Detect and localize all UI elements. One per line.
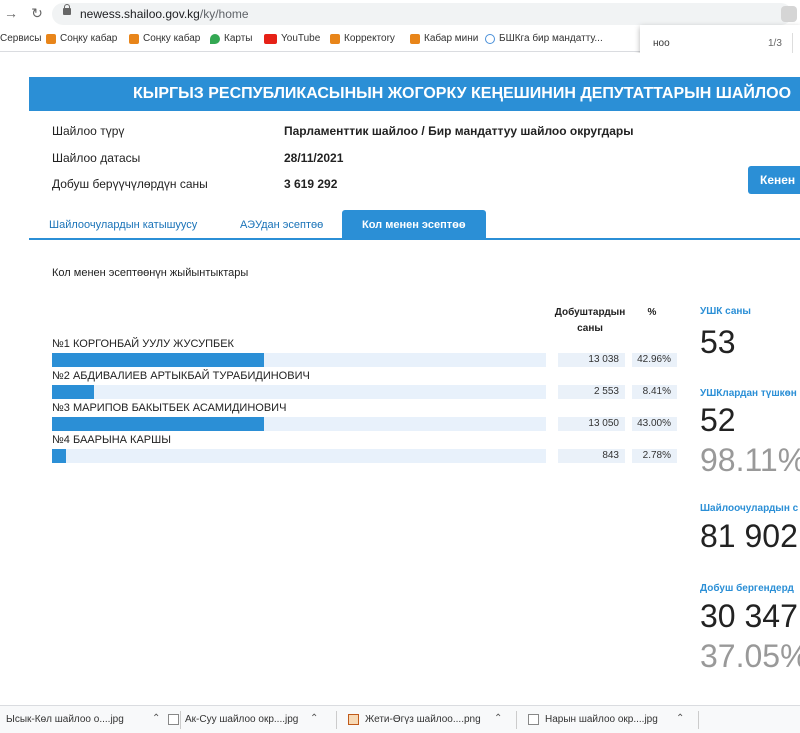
forward-icon[interactable]: → xyxy=(4,5,18,21)
bookmark-news-1[interactable]: Соңку кабар xyxy=(46,33,117,44)
find-divider xyxy=(792,33,793,55)
png-file-icon xyxy=(348,714,359,725)
bookmark-favicon xyxy=(129,33,139,44)
chevron-up-icon[interactable]: ⌃ xyxy=(494,713,503,724)
voters-value: 81 902 xyxy=(700,518,798,554)
ushk-count-label: УШК саны xyxy=(700,306,751,317)
vote-bar-track xyxy=(52,385,546,399)
bookmark-news-2[interactable]: Соңку кабар xyxy=(129,33,200,44)
page-banner: КЫРГЫЗ РЕСПУБЛИКАСЫНЫН ЖОГОРКУ КЕҢЕШИНИН… xyxy=(29,77,800,111)
bookmark-favicon xyxy=(410,33,420,44)
candidate-pct: 2.78% xyxy=(632,449,677,463)
bookmark-services[interactable]: Сервисы xyxy=(0,33,42,44)
candidate-name: №4 БААРЫНА КАРШЫ xyxy=(52,434,171,446)
download-divider xyxy=(698,711,699,729)
voted-label: Добуш бергендерд xyxy=(700,583,794,594)
download-item[interactable]: Жети-Өгүз шайлоо....png ⌃ xyxy=(348,713,502,725)
bookmark-news-mini[interactable]: Кабар мини xyxy=(410,33,478,44)
url-text[interactable]: newess.shailoo.gov.kg/ky/home xyxy=(80,7,249,21)
tabs-bar: Шайлоочулардын катышуусу АЭУдан эсептөө … xyxy=(29,210,800,240)
vote-bar-track xyxy=(52,353,546,367)
page-content: КЫРГЫЗ РЕСПУБЛИКАСЫНЫН ЖОГОРКУ КЕҢЕШИНИН… xyxy=(0,53,800,705)
url-field[interactable] xyxy=(52,3,792,25)
vote-bar-track xyxy=(52,417,546,431)
ushk-received-label: УШКлардан түшкөн xyxy=(700,388,797,399)
info-value-voters: 3 619 292 xyxy=(284,177,338,191)
chevron-up-icon[interactable]: ⌃ xyxy=(676,713,685,724)
voted-value: 30 347 xyxy=(700,598,798,634)
candidate-pct: 42.96% xyxy=(632,353,677,367)
tab-turnout[interactable]: Шайлоочулардын катышуусу xyxy=(49,219,198,231)
candidate-votes: 13 050 xyxy=(558,417,625,431)
info-value-type: Парламенттик шайлоо / Бир мандаттуу шайл… xyxy=(284,124,634,138)
maps-icon xyxy=(210,33,220,44)
tab-machine-count[interactable]: АЭУдан эсептөө xyxy=(240,219,324,231)
voted-pct: 37.05% xyxy=(700,638,800,674)
candidate-name: №3 МАРИПОВ БАКЫТБЕК АСАМИДИНОВИЧ xyxy=(52,402,287,414)
image-file-icon xyxy=(528,714,539,725)
download-divider xyxy=(336,711,337,729)
info-label-voters: Добуш берүүчүлөрдүн саны xyxy=(52,177,208,191)
ushk-received-value: 52 xyxy=(700,402,736,438)
bookmark-favicon xyxy=(330,33,340,44)
candidate-name: №2 АБДИВАЛИЕВ АРТЫКБАЙ ТУРАБИДИНОВИЧ xyxy=(52,370,310,382)
download-divider xyxy=(180,711,181,729)
info-label-type: Шайлоо түрү xyxy=(52,124,125,138)
extension-icon[interactable] xyxy=(781,6,797,22)
vote-bar-fill xyxy=(52,449,66,463)
image-file-icon xyxy=(168,714,179,725)
download-item[interactable]: Ак-Суу шайлоо окр....jpg ⌃ xyxy=(168,713,318,725)
vote-bar-track xyxy=(52,449,546,463)
reload-icon[interactable]: ↻ xyxy=(31,5,43,21)
voters-label: Шайлоочулардын с xyxy=(700,503,799,514)
candidate-pct: 8.41% xyxy=(632,385,677,399)
download-item[interactable]: Нарын шайлоо окр....jpg ⌃ xyxy=(528,713,684,725)
tab-manual-count[interactable]: Кол менен эсептөө xyxy=(342,210,486,240)
lock-icon[interactable] xyxy=(63,4,71,15)
youtube-icon xyxy=(264,33,277,44)
bookmark-youtube[interactable]: YouTube xyxy=(264,33,320,44)
candidate-pct: 43.00% xyxy=(632,417,677,431)
find-count: 1/3 xyxy=(768,38,782,49)
candidate-name: №1 КОРГОНБАЙ УУЛУ ЖУСУПБЕК xyxy=(52,338,234,350)
vote-bar-fill xyxy=(52,353,264,367)
bookmark-corrector[interactable]: Корректоry xyxy=(330,33,395,44)
download-item[interactable]: Ысык-Көл шайлоо о....jpg ⌃ xyxy=(6,713,161,725)
chevron-up-icon[interactable]: ⌃ xyxy=(152,713,161,724)
vote-bar-fill xyxy=(52,385,94,399)
info-value-date: 28/11/2021 xyxy=(284,151,344,165)
bookmark-maps[interactable]: Карты xyxy=(210,33,253,44)
bookmark-favicon xyxy=(46,33,56,44)
results-title: Кол менен эсептөөнүн жыйынтыктары xyxy=(52,267,249,279)
candidate-votes: 2 553 xyxy=(558,385,625,399)
candidate-votes: 13 038 xyxy=(558,353,625,367)
vote-bar-fill xyxy=(52,417,264,431)
info-label-date: Шайлоо датасы xyxy=(52,151,141,165)
find-input[interactable]: ноо xyxy=(653,38,670,49)
votes-column-header: Добуштардын саны xyxy=(554,307,626,334)
ushk-count-value: 53 xyxy=(700,324,736,360)
ushk-received-pct: 98.11% xyxy=(700,442,800,478)
chevron-up-icon[interactable]: ⌃ xyxy=(310,713,319,724)
details-button[interactable]: Кенен xyxy=(748,166,800,194)
download-divider xyxy=(516,711,517,729)
candidate-votes: 843 xyxy=(558,449,625,463)
bookmark-bshk[interactable]: БШКга бир мандатту... xyxy=(485,33,603,44)
check-icon xyxy=(485,33,495,44)
pct-column-header: % xyxy=(647,307,657,318)
address-bar: → ↻ newess.shailoo.gov.kg/ky/home xyxy=(0,0,800,28)
downloads-bar: Ысык-Көл шайлоо о....jpg ⌃ Ак-Суу шайлоо … xyxy=(0,705,800,733)
